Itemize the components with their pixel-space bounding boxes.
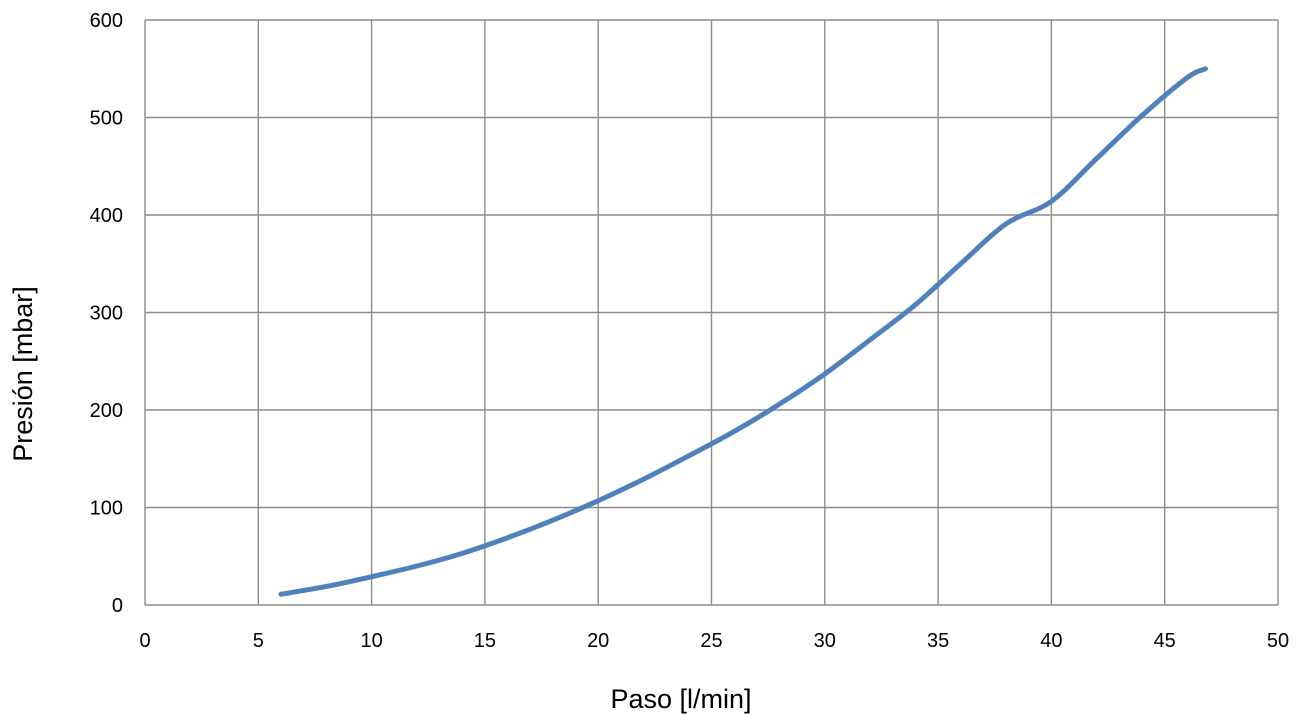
x-tick-label: 10	[360, 630, 382, 652]
x-axis-tick-labels: 0 5 10 15 20 25 30 35 40 45 50	[139, 630, 1289, 652]
y-axis-tick-labels: 0 100 200 300 400 500 600	[90, 10, 123, 617]
series-line	[278, 66, 1208, 597]
x-tick-label: 45	[1154, 630, 1176, 652]
y-tick-label: 500	[90, 108, 123, 130]
y-tick-label: 200	[90, 400, 123, 422]
y-axis-title: Presión [mbar]	[8, 286, 38, 462]
y-tick-label: 300	[90, 303, 123, 325]
y-tick-label: 400	[90, 205, 123, 227]
y-tick-label: 0	[112, 595, 123, 617]
y-tick-label: 100	[90, 498, 123, 520]
x-tick-label: 20	[587, 630, 609, 652]
x-axis-title: Paso [l/min]	[610, 684, 751, 714]
x-tick-label: 5	[253, 630, 264, 652]
x-tick-label: 40	[1040, 630, 1062, 652]
x-tick-label: 25	[700, 630, 722, 652]
x-tick-label: 35	[927, 630, 949, 652]
x-tick-label: 15	[474, 630, 496, 652]
y-tick-label: 600	[90, 10, 123, 32]
x-tick-label: 50	[1267, 630, 1289, 652]
gridlines	[144, 19, 1279, 606]
x-tick-label: 30	[814, 630, 836, 652]
series-lines	[278, 66, 1208, 597]
x-tick-label: 0	[139, 630, 150, 652]
